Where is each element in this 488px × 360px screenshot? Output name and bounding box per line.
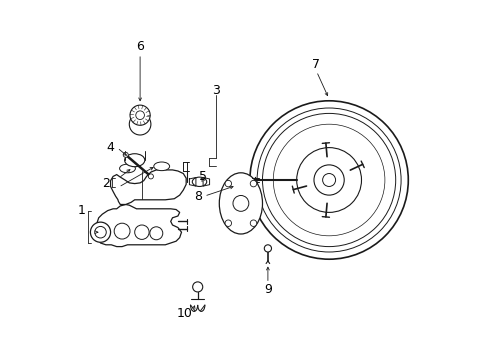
Text: 3: 3 [211,84,219,96]
Circle shape [250,220,256,226]
Text: 6: 6 [136,40,144,53]
Ellipse shape [219,173,262,234]
Circle shape [296,148,361,212]
Polygon shape [110,170,186,204]
Polygon shape [203,177,209,186]
Circle shape [249,101,407,259]
Ellipse shape [120,164,135,173]
Circle shape [322,174,335,186]
Text: 10: 10 [177,307,193,320]
Circle shape [264,245,271,252]
Text: 5: 5 [199,170,207,183]
Circle shape [250,180,256,187]
Circle shape [129,113,151,135]
Circle shape [224,220,231,226]
Polygon shape [189,177,196,186]
Circle shape [224,180,231,187]
Ellipse shape [192,177,206,186]
Circle shape [313,165,344,195]
Ellipse shape [124,154,144,167]
Text: 8: 8 [193,190,201,203]
Circle shape [90,222,110,242]
Circle shape [130,105,150,125]
Text: 4: 4 [106,141,114,154]
Text: 9: 9 [264,283,271,296]
Text: 2: 2 [102,177,110,190]
Circle shape [148,174,153,179]
Ellipse shape [153,162,169,171]
Polygon shape [97,204,181,247]
Text: 7: 7 [312,58,320,71]
Text: 1: 1 [78,204,85,217]
Circle shape [123,152,128,157]
